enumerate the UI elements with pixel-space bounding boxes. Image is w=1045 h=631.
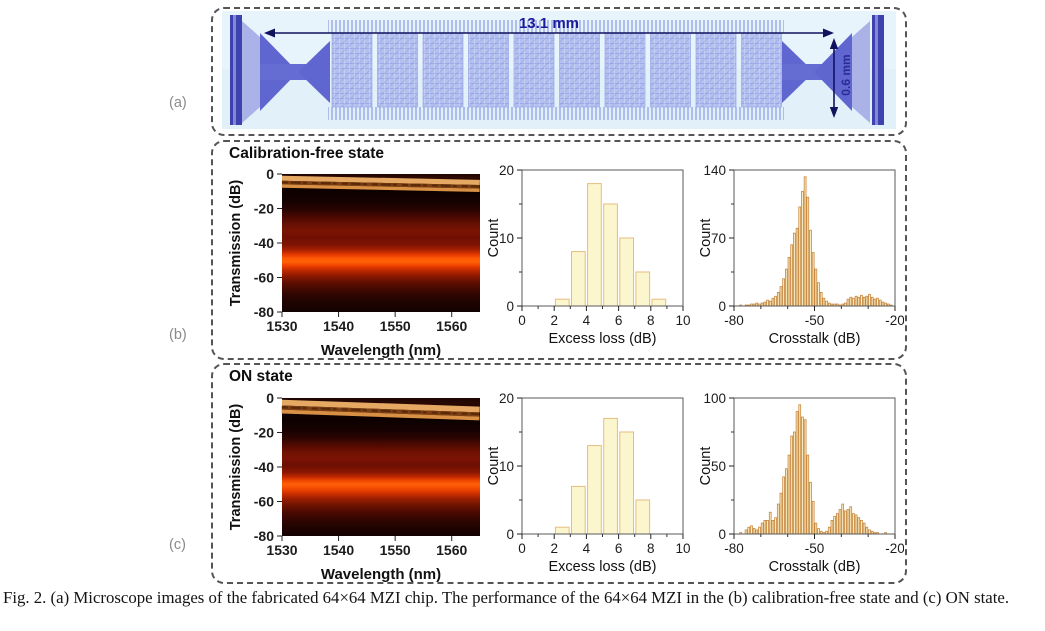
crosstalk-histogram-calibration-free: -80 -50 -20 0 70 140 Crosstalk (dB) Count (698, 163, 904, 347)
svg-text:-20: -20 (254, 200, 274, 216)
svg-text:10: 10 (499, 231, 514, 246)
chip-micrograph: 13.1 mm 0.6 mm (222, 11, 896, 129)
svg-text:-20: -20 (254, 424, 274, 440)
svg-text:Crosstalk (dB): Crosstalk (dB) (769, 331, 861, 347)
svg-text:Count: Count (486, 219, 502, 258)
excess-loss-histogram-on-state: 0 2 4 6 8 10 0 10 20 Excess loss (dB) Count (486, 391, 691, 575)
panel-b-title: Calibration-free state (229, 145, 385, 162)
svg-text:-40: -40 (254, 235, 274, 251)
excess-loss-histogram-calibration-free: 0 2 4 6 8 10 0 10 20 Excess loss (dB) Count (486, 163, 691, 347)
svg-text:-80: -80 (254, 528, 274, 544)
svg-text:20: 20 (499, 163, 514, 178)
svg-text:-80: -80 (724, 541, 744, 556)
chip-height-label: 0.6 mm (839, 54, 853, 95)
svg-text:0: 0 (518, 541, 526, 556)
svg-text:-20: -20 (885, 541, 904, 556)
chip-length-label: 13.1 mm (519, 15, 579, 32)
svg-text:100: 100 (703, 391, 726, 406)
svg-text:0: 0 (518, 313, 526, 328)
svg-text:10: 10 (675, 313, 690, 328)
svg-text:8: 8 (647, 313, 655, 328)
svg-text:6: 6 (615, 313, 623, 328)
svg-text:1540: 1540 (323, 318, 354, 334)
panel-a-letter: (a) (169, 95, 187, 111)
svg-text:20: 20 (499, 391, 514, 406)
svg-text:4: 4 (583, 313, 591, 328)
svg-text:Transmission (dB): Transmission (dB) (228, 180, 244, 307)
svg-text:10: 10 (499, 459, 514, 474)
chip-fanout-bottom (328, 107, 784, 120)
svg-text:0: 0 (266, 390, 274, 406)
svg-text:1530: 1530 (266, 318, 297, 334)
svg-text:0: 0 (718, 299, 726, 314)
svg-text:Count: Count (486, 447, 502, 486)
svg-text:10: 10 (675, 541, 690, 556)
svg-text:140: 140 (703, 163, 726, 178)
svg-text:-40: -40 (254, 459, 274, 475)
chip-length-arrow (264, 28, 834, 38)
svg-text:1550: 1550 (380, 542, 411, 558)
svg-text:1560: 1560 (436, 318, 467, 334)
chip-fanout-top (328, 20, 784, 33)
crosstalk-histogram-on-state: -80 -50 -20 0 50 100 Crosstalk (dB) Count (698, 391, 904, 575)
figure-caption: Fig. 2. (a) Microscope images of the fab… (3, 588, 1010, 607)
svg-text:Wavelength (nm): Wavelength (nm) (321, 566, 441, 583)
svg-text:-80: -80 (724, 313, 744, 328)
svg-text:70: 70 (711, 231, 726, 246)
svg-text:0: 0 (506, 299, 514, 314)
panel-c-title: ON state (229, 368, 293, 385)
panel-c-letter: (c) (169, 537, 186, 553)
svg-text:-60: -60 (254, 493, 274, 509)
svg-text:2: 2 (550, 313, 558, 328)
transmission-spectrum-calibration-free: 1530 1540 1550 1560 0 -20 -40 -60 -80 Wavelength … (228, 166, 480, 359)
svg-text:Transmission (dB): Transmission (dB) (228, 404, 244, 531)
svg-text:-50: -50 (805, 313, 825, 328)
svg-text:Count: Count (698, 447, 714, 486)
chip-left-coupler (230, 15, 330, 125)
svg-text:-20: -20 (885, 313, 904, 328)
svg-text:4: 4 (583, 541, 591, 556)
svg-text:-50: -50 (805, 541, 825, 556)
svg-text:2: 2 (550, 541, 558, 556)
panel-b-letter: (b) (169, 327, 187, 343)
svg-text:1530: 1530 (266, 542, 297, 558)
chip-mzi-blocks (331, 32, 782, 108)
svg-text:Wavelength (nm): Wavelength (nm) (321, 342, 441, 359)
svg-text:1540: 1540 (323, 542, 354, 558)
svg-text:-80: -80 (254, 304, 274, 320)
svg-text:Crosstalk (dB): Crosstalk (dB) (769, 559, 861, 575)
svg-text:Count: Count (698, 219, 714, 258)
svg-text:Excess loss (dB): Excess loss (dB) (549, 559, 657, 575)
svg-text:0: 0 (506, 527, 514, 542)
svg-text:Excess loss (dB): Excess loss (dB) (549, 331, 657, 347)
svg-text:-60: -60 (254, 269, 274, 285)
svg-text:8: 8 (647, 541, 655, 556)
svg-text:1550: 1550 (380, 318, 411, 334)
svg-text:6: 6 (615, 541, 623, 556)
transmission-spectrum-on-state: 1530 1540 1550 1560 0 -20 -40 -60 -80 Wavelength … (228, 390, 480, 583)
chip-height-arrow (829, 38, 839, 118)
svg-text:1560: 1560 (436, 542, 467, 558)
svg-text:50: 50 (711, 459, 726, 474)
svg-text:0: 0 (718, 527, 726, 542)
svg-text:0: 0 (266, 166, 274, 182)
